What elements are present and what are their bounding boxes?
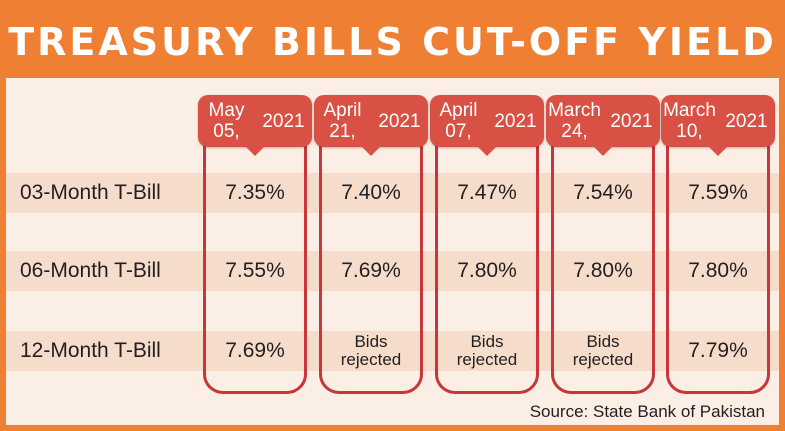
table-cell-text: Bids rejected (341, 333, 401, 369)
column-header-line: 2021 (494, 110, 537, 132)
column-header-line: 2021 (725, 110, 768, 132)
column-header: March 10, 2021 (661, 95, 775, 147)
table-cell: 7.47% (457, 181, 517, 204)
table-cell: 7.55% (225, 259, 285, 282)
table-cell: 7.80% (457, 259, 517, 282)
table-cell: Bids rejected (551, 331, 655, 371)
column-header: April 21, 2021 (314, 95, 428, 147)
row-band (6, 331, 779, 371)
table-cell: 7.79% (688, 339, 748, 362)
row-band (6, 251, 779, 291)
table-cell: 7.69% (225, 339, 285, 362)
table-cell-line: Bids (586, 332, 620, 351)
column-header-pointer (593, 146, 613, 156)
column-header-line: March 10, (663, 100, 716, 142)
row-label: 12-Month T-Bill (20, 339, 161, 362)
column-header-pointer (245, 146, 265, 156)
table-cell: 7.59% (688, 181, 748, 204)
table-cell: 7.54% (573, 181, 633, 204)
table-cell: 7.40% (341, 181, 401, 204)
table-cell: 7.69% (341, 259, 401, 282)
table-cell-line: Bids (354, 332, 388, 351)
table-cell: Bids rejected (435, 331, 539, 371)
column-header-line: 2021 (262, 110, 305, 132)
column-header-pointer (708, 146, 728, 156)
table-cell: Bids rejected (319, 331, 423, 371)
table-cell-line: rejected (572, 350, 634, 369)
table-cell-text: Bids rejected (457, 333, 517, 369)
column-header: April 07, 2021 (430, 95, 544, 147)
table-cell: 7.80% (688, 259, 748, 282)
table-cell-line: rejected (340, 350, 402, 369)
column-header: May 05, 2021 (198, 95, 312, 147)
column-header-line: April 21, (323, 100, 362, 142)
column-header-line: 2021 (610, 110, 653, 132)
table-cell-line: Bids (470, 332, 504, 351)
column-header-line: 2021 (378, 110, 421, 132)
row-label: 03-Month T-Bill (20, 181, 161, 204)
page-title: TREASURY BILLS CUT-OFF YIELD (0, 0, 785, 78)
table-cell-text: Bids rejected (573, 333, 633, 369)
row-label: 06-Month T-Bill (20, 259, 161, 282)
column-header-line: April 07, (439, 100, 478, 142)
column-header-pointer (477, 146, 497, 156)
source-note: Source: State Bank of Pakistan (529, 402, 765, 421)
column-header: March 24, 2021 (546, 95, 660, 147)
table-cell: 7.35% (225, 181, 285, 204)
column-header-pointer (361, 146, 381, 156)
table-cell: 7.80% (573, 259, 633, 282)
column-header-line: May 05, (208, 100, 245, 142)
row-band (6, 173, 779, 213)
column-header-line: March 24, (548, 100, 601, 142)
table-cell-line: rejected (456, 350, 518, 369)
